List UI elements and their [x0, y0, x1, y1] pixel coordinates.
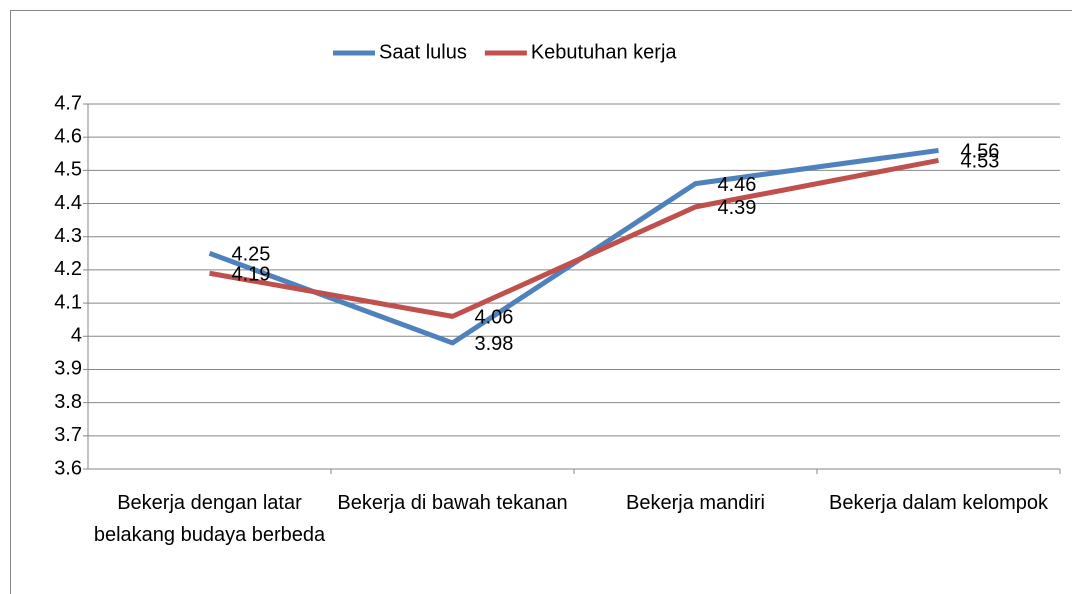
data-label: 4.19 — [232, 264, 271, 286]
data-label: 4.06 — [475, 307, 514, 329]
x-tick-label-box: Bekerja di bawah tekanan — [337, 492, 568, 514]
x-tick-label: Bekerja dalam kelompok — [829, 492, 1048, 514]
data-label: 4.39 — [718, 197, 757, 219]
y-tick-label: 4.1 — [54, 291, 82, 313]
y-tick-label: 4.7 — [54, 92, 82, 114]
chart-border — [10, 10, 1072, 594]
legend-label: Saat lulus — [379, 41, 467, 63]
x-tick-label: Bekerja dengan latar belakang budaya ber… — [93, 492, 326, 546]
series-line — [209, 157, 939, 319]
y-tick-label: 4.5 — [54, 159, 82, 181]
y-tick-label: 4.2 — [54, 258, 82, 280]
y-tick-label: 4 — [71, 325, 82, 347]
y-tick-label: 4.3 — [54, 225, 82, 247]
legend-label: Kebutuhan kerja — [531, 41, 678, 63]
data-label: 4.46 — [718, 174, 757, 196]
x-tick-label-box: Bekerja mandiri — [626, 492, 765, 514]
y-tick-label: 3.9 — [54, 358, 82, 380]
y-tick-label: 3.8 — [54, 391, 82, 413]
data-label: 4.56 — [961, 141, 1000, 163]
x-tick-label-box: Bekerja dengan latar belakang budaya ber… — [93, 492, 326, 546]
y-tick-label: 3.7 — [54, 424, 82, 446]
x-tick-label: Bekerja mandiri — [626, 492, 765, 514]
data-label: 4.25 — [232, 244, 271, 266]
y-tick-label: 4.6 — [54, 125, 82, 147]
x-tick-label: Bekerja di bawah tekanan — [337, 492, 568, 514]
data-label: 4.53 — [961, 151, 1000, 173]
x-tick-label-box: Bekerja dalam kelompok — [829, 492, 1048, 514]
y-tick-label: 4.4 — [54, 192, 82, 214]
y-tick-label: 3.6 — [54, 457, 82, 479]
data-label: 3.98 — [475, 333, 514, 355]
